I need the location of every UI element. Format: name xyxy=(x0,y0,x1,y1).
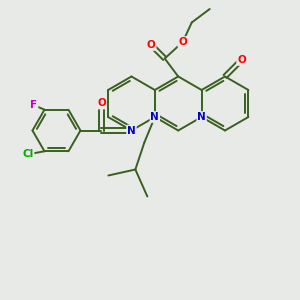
Text: N: N xyxy=(197,112,206,122)
Text: O: O xyxy=(237,55,246,65)
Text: O: O xyxy=(97,98,106,109)
Text: N: N xyxy=(127,125,136,136)
Text: F: F xyxy=(30,100,38,110)
Text: O: O xyxy=(178,37,187,47)
Text: O: O xyxy=(147,40,156,50)
Text: N: N xyxy=(151,112,159,122)
Text: Cl: Cl xyxy=(22,149,34,159)
